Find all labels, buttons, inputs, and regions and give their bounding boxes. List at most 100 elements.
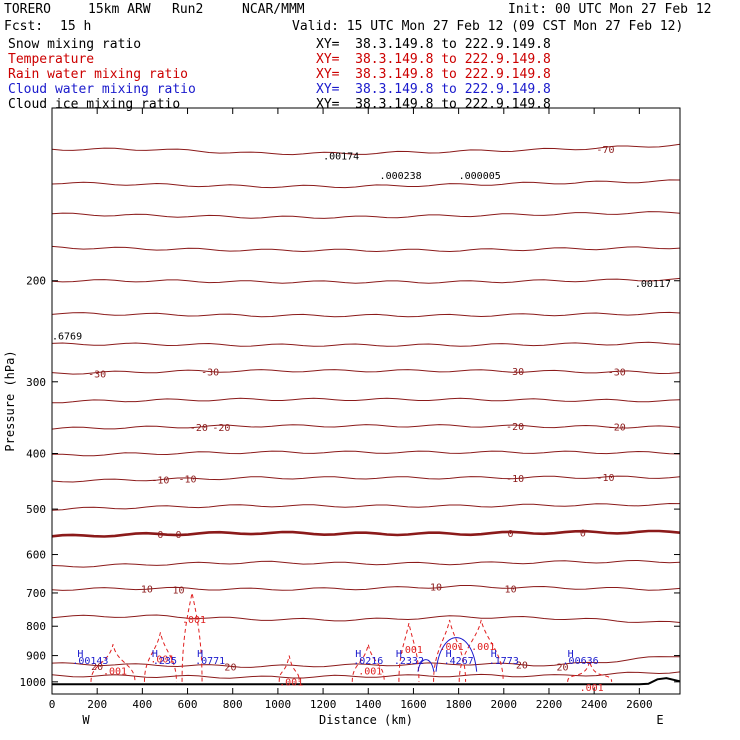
isotherm-layer: [51, 143, 681, 679]
ice-label: .000238: [380, 171, 422, 182]
isotherm-label: 0: [175, 530, 181, 541]
x-axis-label: Distance (km): [319, 713, 413, 727]
isotherm-line: [51, 211, 681, 219]
isotherm-line: [51, 245, 681, 253]
rain-label: .001: [399, 645, 423, 656]
x-tick-label: 1400: [355, 698, 382, 711]
isotherm-label: -10: [596, 473, 614, 484]
rain-label: .001: [279, 678, 303, 689]
cloud-water-max-marker: H: [77, 649, 83, 660]
plot-frame: [51, 107, 681, 695]
isotherm-label: -20: [190, 423, 208, 434]
isotherm-line: [51, 671, 681, 679]
x-end-label-east: E: [656, 713, 663, 727]
isotherm-line: [51, 656, 681, 668]
legend-name-rain: Rain water mixing ratio: [8, 67, 189, 82]
isotherm-label: -10: [151, 475, 169, 486]
y-tick-label: 400: [26, 447, 46, 460]
legend-xy-temperature: XY= 38.3.149.8 to 222.9.149.8: [316, 52, 551, 67]
rain-label: .001: [580, 683, 604, 694]
ground-layer: [52, 677, 681, 686]
init-time: Init: 00 UTC Mon 27 Feb 12: [508, 2, 712, 17]
rain-label: .001: [103, 666, 127, 677]
isotherm-line: [51, 424, 681, 430]
fcst-label: Fcst:: [4, 19, 44, 34]
cloud-water-max-label: .00636: [563, 656, 599, 667]
cloud-water-max-label: .00143: [72, 656, 108, 667]
rain-label: .001: [440, 642, 464, 653]
legend-xy-cloud-water: XY= 38.3.149.8 to 222.9.149.8: [316, 82, 551, 97]
legend-name-cloud-water: Cloud water mixing ratio: [8, 82, 196, 97]
cloud-water-max-label: .4267: [444, 656, 474, 667]
cloud-water-max-label: .1773: [489, 656, 519, 667]
isotherm-label: 10: [430, 582, 442, 593]
legend-xy-snow: XY= 38.3.149.8 to 222.9.149.8: [316, 37, 551, 52]
rain-contour: [351, 644, 385, 682]
legend-name-snow: Snow mixing ratio: [8, 37, 142, 52]
isotherm-line: [52, 450, 681, 457]
ice-label: .000005: [459, 171, 501, 182]
isotherm-label: 20: [224, 662, 236, 673]
cloud-water-max-label: .235: [153, 656, 177, 667]
org-label: NCAR/MMM: [242, 2, 305, 17]
rain-contour: [567, 660, 613, 682]
y-tick-label: 600: [26, 549, 46, 562]
x-tick-label: 2400: [581, 698, 608, 711]
x-tick-label: 2600: [626, 698, 653, 711]
x-tick-label: 0: [49, 698, 56, 711]
ice-label: .6769: [52, 331, 82, 342]
y-axis-label: Pressure (hPa): [3, 350, 17, 451]
label-layer: -70 -30 -30 -30 -30 -20 -20 -20 -20 -10 -10 -10 -10 0…: [52, 145, 671, 694]
isotherm-line: [51, 179, 681, 189]
cloud-water-max-marker: H: [355, 649, 361, 660]
isotherm-line: [51, 311, 681, 318]
x-tick-label: 1800: [445, 698, 472, 711]
rain-label: .001: [150, 654, 174, 665]
valid-time: Valid: 15 UTC Mon 27 Feb 12 (09 CST Mon …: [292, 19, 684, 34]
x-tick-label: 2000: [491, 698, 518, 711]
isotherm-label: -70: [596, 145, 614, 156]
legend-xy-rain: XY= 38.3.149.8 to 222.9.149.8: [316, 67, 551, 82]
model-name: TORERO: [4, 2, 51, 17]
isotherm-line: [51, 397, 681, 404]
cloud-water-max-marker: H: [197, 649, 203, 660]
axes-layer: 0 200 400 600 800 1000 1200 1400 1600 1800 2000 220…: [3, 107, 681, 727]
rain-label: .001: [182, 615, 206, 626]
isotherm-label: 20: [557, 662, 569, 673]
isotherm-label: -20: [212, 423, 230, 434]
isotherm-label: 0: [508, 529, 514, 540]
isotherm-label: -20: [506, 422, 524, 433]
y-tick-label: 700: [26, 587, 46, 600]
y-tick-label: 1000: [20, 676, 47, 689]
isotherm-line: [51, 475, 681, 483]
isotherm-label: 0: [580, 528, 586, 539]
x-tick-label: 1600: [400, 698, 427, 711]
isotherm-label: -30: [201, 368, 219, 379]
rain-contour: [90, 644, 136, 682]
ice-label: .00174: [323, 152, 359, 163]
isotherm-label: -30: [506, 367, 524, 378]
cloud-water-max-label: .0771: [195, 656, 225, 667]
y-tick-label: 300: [26, 376, 46, 389]
legend-name-temperature: Temperature: [8, 52, 95, 67]
rain-label: .001: [471, 642, 495, 653]
x-end-label-west: W: [82, 713, 90, 727]
x-tick-label: 200: [87, 698, 107, 711]
rain-contour: [143, 632, 177, 682]
rain-contour: [458, 619, 504, 682]
rain-contour: [398, 622, 420, 682]
x-tick-label: 1000: [265, 698, 292, 711]
isotherm-label: 0: [157, 530, 163, 541]
isotherm-line: [51, 502, 681, 511]
isotherm-label: 10: [141, 584, 153, 595]
isotherm-line: [51, 369, 681, 375]
cloud-water-max-marker: H: [491, 649, 497, 660]
cloud-water-layer: [417, 637, 478, 672]
run-label: Run2: [172, 2, 204, 17]
isotherm-line: [51, 585, 681, 591]
cloud-water-max-marker: H: [446, 649, 452, 660]
cloud-water-max-label: .2332: [394, 656, 424, 667]
isotherm-line: [51, 277, 681, 284]
cloud-water-contour: [417, 659, 435, 672]
